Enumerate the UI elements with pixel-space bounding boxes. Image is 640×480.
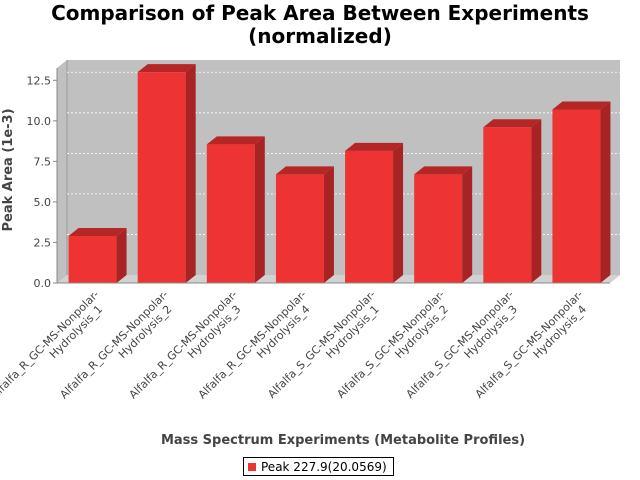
bar-side [393, 142, 404, 283]
y-tick-label: 0.0 [34, 277, 52, 290]
plot-floor-edge [57, 275, 620, 283]
bar-side [185, 64, 196, 283]
plot-floor [57, 267, 620, 275]
x-tick-labels: Alfalfa_R_GC-MS-Nonpolar-Hydrolysis_1Alf… [0, 288, 589, 401]
legend-label: Peak 227.9(20.0569) [261, 459, 387, 474]
bar-top [206, 136, 265, 145]
bar-side [600, 101, 611, 283]
bar-side [116, 227, 127, 283]
x-axis-label: Mass Spectrum Experiments (Metabolite Pr… [161, 433, 525, 448]
y-tick-label: 10.0 [27, 115, 52, 128]
bar [68, 227, 127, 283]
plot-area [57, 60, 620, 283]
y-tick-labels: 0.0 2.5 5.0 7.5 10.0 12.5 [27, 74, 52, 290]
bar-side [254, 136, 265, 283]
bar-front [68, 235, 117, 283]
bar-front [483, 127, 532, 284]
plot-background [57, 60, 620, 283]
x-tick-label-line: Alfalfa_R_GC-MS-Nonpolar- [0, 288, 102, 401]
bar [345, 142, 404, 283]
bar-top [68, 227, 127, 236]
x-tick-label: Alfalfa_R_GC-MS-Nonpolar-Hydrolysis_1 [0, 288, 105, 401]
y-tick-label: 7.5 [34, 155, 52, 168]
bar-front [137, 72, 186, 283]
bar [137, 64, 196, 283]
bar-top [275, 166, 334, 175]
y-tick-label: 5.0 [34, 196, 52, 209]
bar-top [483, 119, 542, 128]
bar [414, 166, 473, 283]
bar-front [206, 144, 255, 283]
y-axis-label: Peak Area (1e-3) [1, 108, 16, 231]
bar-front [275, 174, 324, 283]
bar [483, 119, 542, 284]
bar [275, 166, 334, 283]
bar-front [345, 150, 394, 283]
bar-side [462, 166, 473, 283]
y-tick-label: 2.5 [34, 236, 52, 249]
bar-side [323, 166, 334, 283]
bar-side [531, 119, 542, 284]
bar-front [414, 174, 463, 283]
bar [552, 101, 611, 283]
legend: Peak 227.9(20.0569) [243, 457, 394, 476]
bar-top [345, 142, 404, 151]
bar-top [552, 101, 611, 110]
y-tick-label: 12.5 [27, 74, 52, 87]
bars [68, 64, 611, 284]
bar-top [414, 166, 473, 175]
bar-top [137, 64, 196, 73]
bar-front [552, 109, 601, 283]
legend-swatch [248, 462, 256, 471]
chart-subtitle: (normalized) [248, 24, 392, 48]
chart-title-block: Comparison of Peak Area Between Experime… [0, 2, 640, 48]
bar [206, 136, 265, 283]
axes [53, 68, 610, 284]
chart-title: Comparison of Peak Area Between Experime… [51, 1, 589, 25]
